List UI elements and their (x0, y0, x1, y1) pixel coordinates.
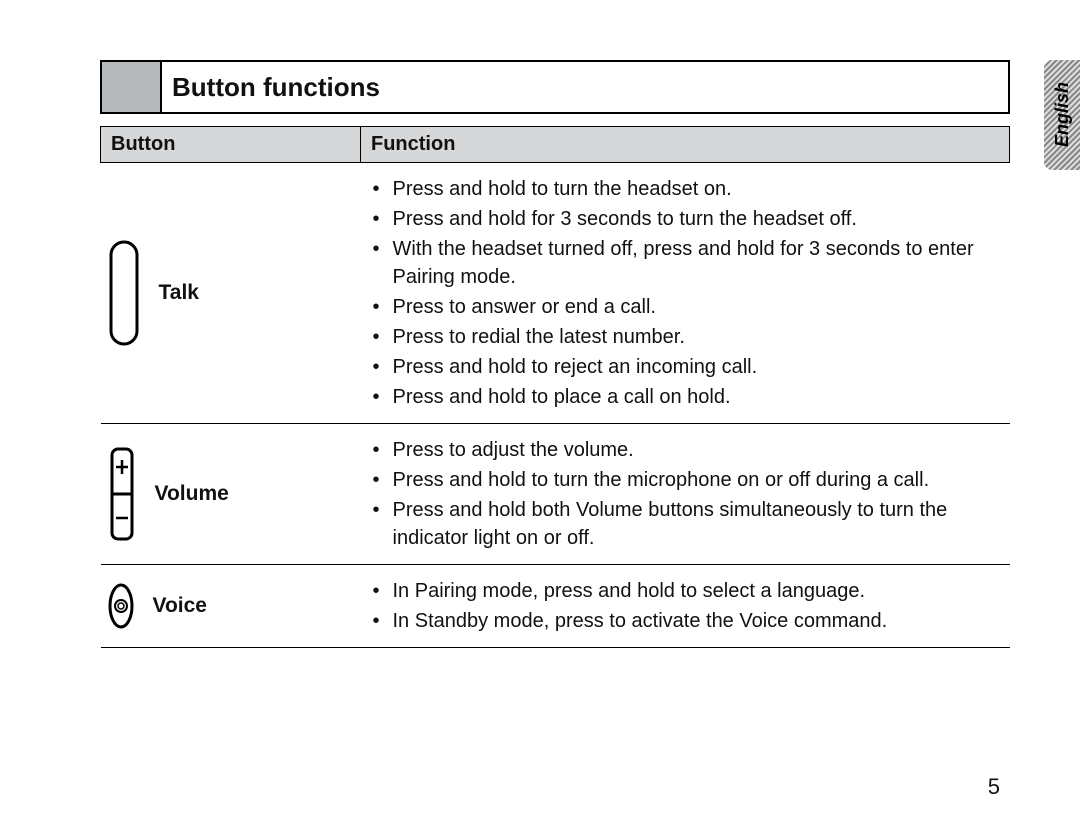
language-tab: English (1044, 60, 1080, 170)
function-item: Press and hold to reject an incoming cal… (389, 353, 1002, 381)
talk-button-icon (107, 238, 141, 348)
button-label-talk: Talk (159, 278, 199, 307)
table-header-row: Button Function (101, 127, 1010, 163)
section-title: Button functions (162, 62, 1008, 112)
function-item: Press and hold for 3 seconds to turn the… (389, 205, 1002, 233)
function-item: Press and hold to turn the microphone on… (389, 466, 1002, 494)
button-cell-talk: Talk (101, 163, 361, 424)
section-heading: Button functions (100, 60, 1010, 114)
page-number: 5 (988, 774, 1000, 800)
function-cell-volume: Press to adjust the volume. Press and ho… (361, 424, 1010, 565)
function-item: In Pairing mode, press and hold to selec… (389, 577, 1002, 605)
button-label-volume: Volume (155, 479, 229, 508)
manual-page: Button functions English Button Function (0, 0, 1080, 840)
function-cell-voice: In Pairing mode, press and hold to selec… (361, 565, 1010, 648)
button-function-table: Button Function Talk Press and hold (100, 126, 1010, 648)
volume-button-icon (107, 446, 137, 542)
language-label: English (1052, 82, 1073, 147)
function-cell-talk: Press and hold to turn the headset on. P… (361, 163, 1010, 424)
voice-button-icon (107, 582, 135, 630)
function-item: Press to redial the latest number. (389, 323, 1002, 351)
function-item: With the headset turned off, press and h… (389, 235, 1002, 291)
heading-accent-block (102, 62, 162, 112)
function-item: Press to answer or end a call. (389, 293, 1002, 321)
function-item: Press and hold to place a call on hold. (389, 383, 1002, 411)
button-cell-voice: Voice (101, 565, 361, 648)
table-row: Voice In Pairing mode, press and hold to… (101, 565, 1010, 648)
function-item: Press and hold both Volume buttons simul… (389, 496, 1002, 552)
table-row: Volume Press to adjust the volume. Press… (101, 424, 1010, 565)
function-item: In Standby mode, press to activate the V… (389, 607, 1002, 635)
col-header-button: Button (101, 127, 361, 163)
function-item: Press and hold to turn the headset on. (389, 175, 1002, 203)
col-header-function: Function (361, 127, 1010, 163)
function-item: Press to adjust the volume. (389, 436, 1002, 464)
table-row: Talk Press and hold to turn the headset … (101, 163, 1010, 424)
button-label-voice: Voice (153, 591, 207, 620)
button-cell-volume: Volume (101, 424, 361, 565)
